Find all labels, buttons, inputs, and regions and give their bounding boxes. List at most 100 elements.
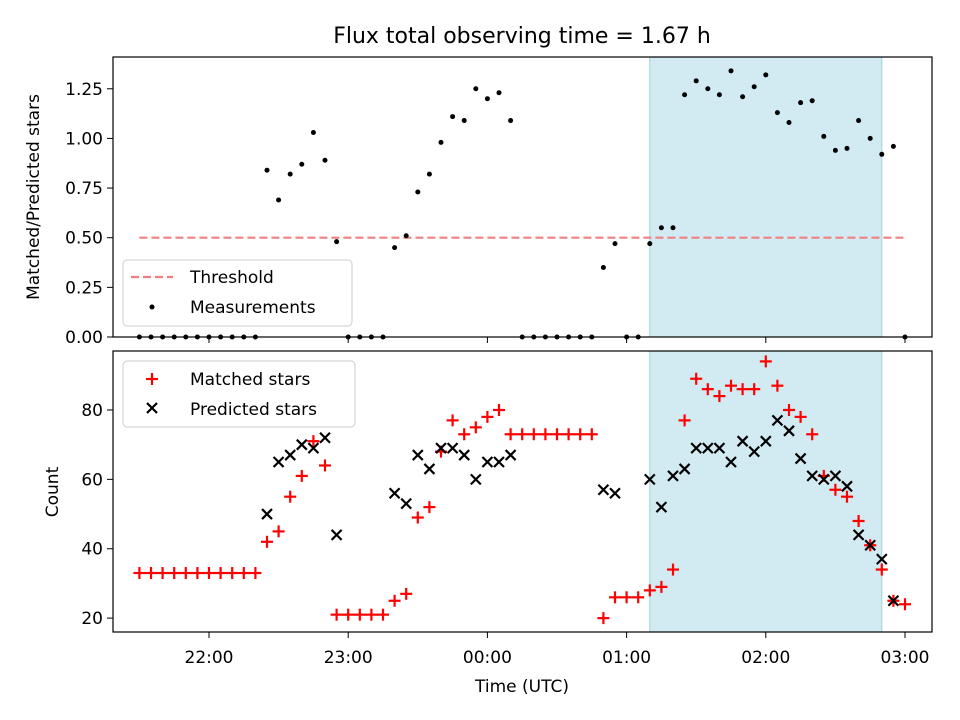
matched-star-point [377, 608, 389, 621]
observing-window-span [649, 56, 883, 338]
measurement-point [415, 189, 421, 195]
measurement-point [600, 264, 606, 270]
measurement-point [740, 94, 746, 100]
matched-star-point [759, 355, 772, 368]
predicted-star-point [748, 445, 760, 458]
predicted-star-point [690, 442, 702, 454]
predicted-star-point [864, 539, 876, 552]
matched-star-point [469, 421, 482, 434]
legend-matched-swatch [146, 373, 158, 385]
predicted-star-point [388, 487, 401, 500]
measurement-point [693, 78, 699, 84]
predicted-star-point [852, 529, 865, 541]
matched-star-point [145, 567, 157, 580]
predicted-star-point [435, 442, 447, 454]
y-tick-label: 0.25 [65, 278, 103, 298]
predicted-star-point [725, 456, 737, 468]
legend-threshold-label: Threshold [189, 268, 274, 288]
top-y-axis-label: Matched/Predicted stars [24, 94, 44, 300]
matched-star-point [226, 567, 239, 580]
matched-star-point [551, 428, 563, 441]
measurement-point [392, 245, 398, 251]
matched-star-point [632, 591, 645, 604]
legend-measurements-label: Measurements [190, 298, 316, 318]
measurement-point [287, 171, 293, 177]
matched-star-point [562, 428, 575, 441]
x-tick-label: 02:00 [741, 648, 790, 668]
measurement-point [299, 161, 305, 167]
matched-star-point [353, 608, 366, 621]
matched-star-point [295, 469, 308, 482]
measurement-point [682, 92, 688, 98]
top-axes-frame [112, 56, 933, 338]
matched-star-point [678, 414, 691, 427]
measurement-point [647, 241, 653, 247]
predicted-star-point [319, 431, 331, 444]
y-tick-label: 1.00 [65, 129, 103, 149]
matched-star-point [794, 410, 807, 423]
matched-star-point [272, 525, 285, 538]
matched-star-point [539, 428, 552, 441]
legend-measurements-swatch [149, 304, 155, 310]
matched-star-point [446, 414, 459, 427]
measurement-point [264, 167, 270, 173]
legend-predicted-swatch [146, 402, 158, 414]
matched-star-point [527, 428, 540, 441]
matched-star-point [168, 567, 181, 580]
matched-star-point [504, 428, 517, 441]
matched-star-point [365, 608, 378, 621]
y-tick-label: 20 [81, 609, 103, 629]
x-tick-label: 23:00 [324, 648, 373, 668]
bottom-y-axis-label: Count [43, 466, 63, 517]
predicted-star-point [470, 473, 482, 486]
matched-star-point [585, 428, 598, 441]
measurement-point [438, 139, 444, 145]
predicted-star-point [829, 470, 842, 482]
matched-star-point [481, 410, 494, 423]
predicted-star-point [272, 456, 285, 468]
predicted-star-point [597, 483, 610, 496]
predicted-star-point [609, 487, 621, 500]
matched-star-point [179, 567, 192, 580]
measurement-point [821, 133, 827, 139]
matched-star-point [319, 459, 331, 472]
matched-star-point [725, 379, 737, 392]
matched-star-point [852, 514, 865, 527]
matched-star-point [806, 428, 819, 441]
x-tick-label: 01:00 [602, 648, 651, 668]
measurement-point [751, 84, 757, 90]
matched-star-point [655, 580, 668, 593]
predicted-star-point [493, 456, 505, 468]
matched-star-point [899, 598, 911, 611]
measurement-point [334, 239, 340, 245]
matched-star-point [400, 587, 413, 600]
measurement-point [879, 151, 885, 157]
measurement-point [728, 68, 734, 74]
predicted-star-point [783, 425, 795, 437]
matched-star-point [261, 535, 273, 548]
matched-star-point [771, 379, 784, 392]
measurement-point [705, 86, 711, 92]
legend-matched-label: Matched stars [190, 370, 310, 390]
top-legend-box [122, 259, 353, 327]
matched-star-point [458, 428, 471, 441]
y-tick-label: 60 [81, 470, 103, 490]
y-tick-label: 0.75 [65, 179, 103, 199]
matched-star-point [411, 511, 424, 524]
y-tick-label: 0.50 [65, 229, 103, 249]
predicted-star-point [667, 470, 679, 482]
predicted-star-point [284, 449, 296, 461]
matched-star-point [307, 435, 320, 448]
measurement-point [774, 110, 780, 116]
matched-star-point [643, 584, 656, 597]
measurement-point [786, 120, 792, 126]
top-x-ticks [208, 337, 906, 343]
top-highlight-span-layer [649, 56, 883, 338]
matched-star-point [736, 383, 749, 396]
predicted-star-point [818, 473, 830, 486]
measurement-point [403, 233, 409, 239]
predicted-star-point [760, 435, 772, 447]
predicted-star-point [806, 470, 818, 482]
